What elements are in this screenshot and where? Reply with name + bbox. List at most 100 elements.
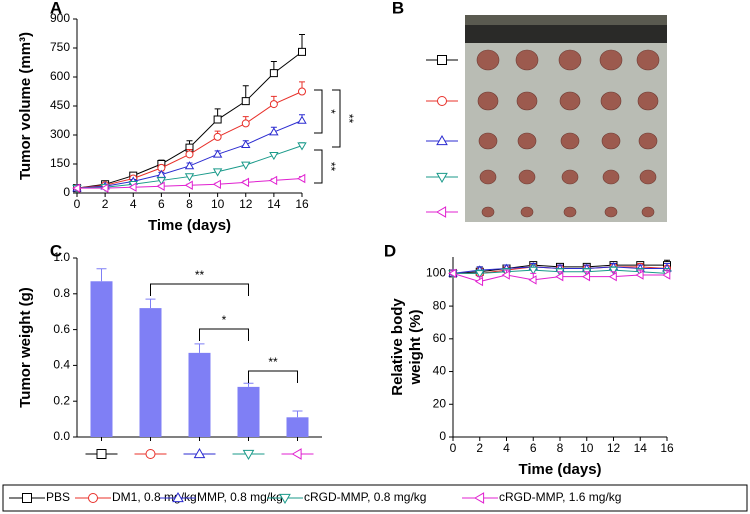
significance-label: * (324, 109, 338, 114)
panel-label: B (392, 0, 404, 17)
y-tick-label: 300 (50, 127, 70, 141)
significance-bracket (248, 370, 298, 383)
tumor (520, 206, 534, 218)
data-point (184, 161, 195, 170)
tumor (516, 91, 538, 111)
x-tick-label: 10 (580, 441, 594, 455)
y-axis-title: weight (%) (407, 310, 424, 386)
tumor (479, 169, 497, 185)
error-bar (194, 343, 205, 353)
data-point (608, 266, 619, 275)
tumor (481, 206, 495, 218)
y-tick-label: 0.4 (53, 358, 70, 372)
x-tick-label: 12 (607, 441, 621, 455)
photo-row-icon-marker (436, 172, 448, 183)
data-point (528, 266, 538, 275)
y-tick-label: 0.2 (53, 393, 70, 407)
tumor (600, 91, 622, 111)
data-point (213, 132, 222, 141)
x-tick-label: 10 (211, 197, 225, 211)
y-tick-label: 450 (50, 98, 70, 112)
tumor (515, 49, 539, 71)
tumor (560, 132, 580, 150)
legend-label: MMP, 0.8 mg/kg (197, 490, 283, 504)
y-tick-label: 0.0 (53, 429, 70, 443)
tumor (558, 49, 582, 71)
photo-row-icon-marker (436, 206, 447, 218)
tumor (517, 132, 537, 150)
category-icon-marker (291, 448, 302, 460)
legend-icon-marker (279, 493, 291, 504)
y-tick-label: 0.8 (53, 286, 70, 300)
x-tick-label: 16 (295, 197, 309, 211)
significance-bracket (150, 283, 249, 296)
data-point (212, 168, 223, 177)
y-axis-title: Tumor weight (g) (17, 287, 34, 408)
x-tick-label: 4 (130, 197, 137, 211)
data-point (501, 270, 510, 280)
y-tick-label: 750 (50, 40, 70, 54)
data-point (555, 271, 564, 282)
significance-bracket (314, 89, 323, 134)
x-tick-label: 6 (530, 441, 537, 455)
error-bar (292, 410, 303, 418)
photo-row-icon-marker (436, 135, 448, 146)
data-point (448, 268, 457, 279)
tumor (478, 132, 498, 150)
significance-bracket (314, 149, 323, 184)
data-point (241, 161, 251, 170)
data-point (297, 173, 306, 184)
data-point (269, 175, 278, 186)
y-axis-title: Relative body (389, 298, 406, 396)
category-icon-marker (96, 449, 107, 459)
tumor (636, 49, 660, 71)
y-tick-label: 100 (426, 266, 446, 280)
category-icon-marker (193, 448, 206, 459)
x-tick-label: 6 (158, 197, 165, 211)
bar (188, 352, 211, 437)
data-point (157, 163, 166, 172)
tumor (602, 169, 620, 185)
panel-label: A (50, 0, 62, 17)
bar (139, 308, 162, 437)
error-bar (243, 382, 254, 387)
legend-box (2, 484, 748, 512)
y-tick-label: 60 (433, 331, 447, 345)
bar (286, 417, 309, 437)
data-point (213, 115, 222, 124)
data-point (297, 115, 307, 124)
legend-icon-marker (22, 493, 32, 503)
tumor (563, 206, 577, 218)
tumor (637, 91, 659, 111)
tumor (639, 169, 657, 185)
tumor (477, 91, 499, 111)
data-point (212, 149, 223, 158)
significance-label: ** (268, 355, 278, 369)
bar (90, 281, 113, 437)
significance-label: ** (342, 114, 356, 124)
significance-label: ** (195, 268, 205, 282)
data-point (240, 177, 250, 188)
data-point (297, 142, 307, 151)
legend-icon-marker (474, 492, 485, 504)
y-tick-label: 0.6 (53, 322, 70, 336)
x-axis-title: Time (days) (518, 461, 601, 478)
data-point (635, 270, 644, 280)
significance-label: ** (324, 162, 338, 172)
data-point (212, 179, 221, 190)
data-point (475, 270, 485, 279)
data-point (269, 69, 278, 78)
x-tick-label: 2 (102, 197, 109, 211)
tumor (641, 206, 655, 218)
tumor (518, 169, 536, 185)
y-tick-label: 600 (50, 69, 70, 83)
tumor (476, 49, 500, 71)
data-point (297, 87, 307, 96)
data-point (185, 150, 194, 159)
data-point (241, 139, 251, 148)
y-tick-label: 40 (433, 364, 447, 378)
data-point (608, 271, 617, 282)
x-tick-label: 16 (660, 441, 674, 455)
